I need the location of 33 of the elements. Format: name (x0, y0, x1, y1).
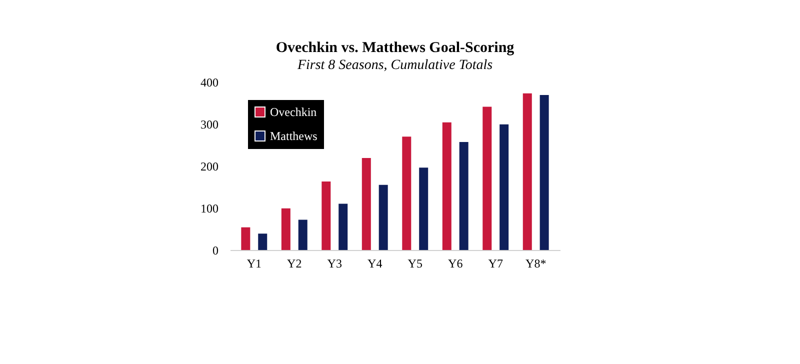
y-tick-label: 300 (200, 118, 218, 132)
y-tick-label: 200 (200, 160, 218, 174)
legend-label: Matthews (270, 129, 318, 143)
chart-subtitle: First 8 Seasons, Cumulative Totals (296, 58, 494, 73)
bar (378, 184, 388, 250)
bar (402, 136, 412, 250)
x-tick-label: Y2 (287, 256, 302, 270)
x-tick-label: Y5 (408, 256, 422, 270)
x-tick-label: Y3 (327, 256, 342, 270)
bar (459, 142, 468, 250)
x-tick-label: Y8* (526, 256, 546, 270)
bar (258, 234, 268, 250)
bar (298, 220, 308, 250)
legend-label: Ovechkin (270, 105, 317, 119)
bar (241, 227, 250, 250)
bar (281, 208, 290, 250)
bar (500, 124, 509, 250)
chart-title: Ovechkin vs. Matthews Goal-Scoring (276, 40, 515, 56)
x-tick-label: Y6 (448, 256, 463, 270)
y-tick-label: 400 (200, 76, 218, 90)
x-tick-label: Y4 (368, 256, 382, 270)
bar (540, 95, 549, 250)
x-tick-label: Y1 (246, 256, 262, 270)
bar (419, 168, 428, 250)
bar (522, 93, 532, 250)
bar (482, 106, 492, 250)
bar (442, 122, 452, 250)
y-tick-label: 100 (200, 202, 218, 216)
x-tick-label: Y7 (488, 256, 503, 270)
bar (322, 182, 331, 250)
bar (362, 158, 371, 250)
bar (338, 204, 348, 250)
y-tick-label: 0 (212, 244, 218, 258)
